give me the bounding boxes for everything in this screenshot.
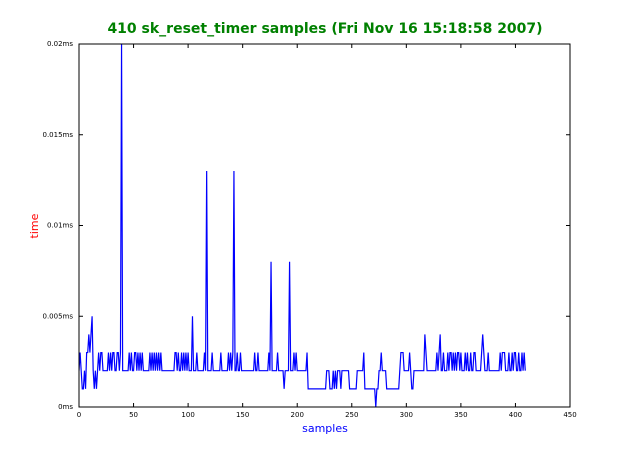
x-tick-label: 400 bbox=[509, 411, 522, 419]
x-tick-label: 0 bbox=[77, 411, 81, 419]
x-tick-label: 150 bbox=[236, 411, 249, 419]
x-tick-label: 250 bbox=[345, 411, 358, 419]
x-tick-label: 50 bbox=[129, 411, 138, 419]
chart-title: 410 sk_reset_timer samples (Fri Nov 16 1… bbox=[107, 21, 542, 37]
y-tick-label: 0ms bbox=[58, 403, 73, 411]
x-tick-label: 200 bbox=[291, 411, 304, 419]
x-tick-label: 300 bbox=[400, 411, 413, 419]
data-line bbox=[79, 44, 526, 407]
y-axis-label: time bbox=[28, 213, 41, 238]
y-tick-label: 0.005ms bbox=[42, 312, 73, 320]
x-tick-label: 100 bbox=[181, 411, 194, 419]
y-tick-label: 0.02ms bbox=[47, 40, 73, 48]
y-tick-label: 0.01ms bbox=[47, 222, 73, 230]
x-tick-label: 350 bbox=[454, 411, 467, 419]
y-tick-label: 0.015ms bbox=[42, 131, 73, 139]
x-tick-label: 450 bbox=[563, 411, 576, 419]
x-axis-label: samples bbox=[302, 422, 348, 435]
